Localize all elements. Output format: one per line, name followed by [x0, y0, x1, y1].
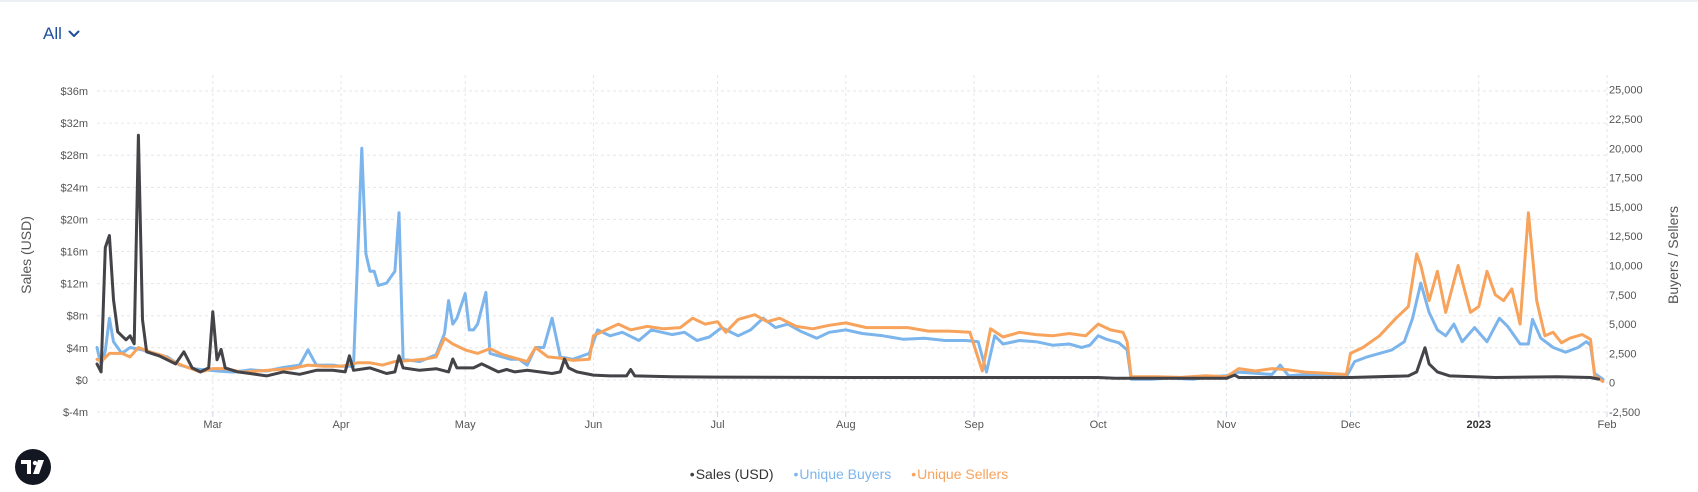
- y2-tick-label: 10,000: [1609, 260, 1643, 272]
- legend-item[interactable]: • Unique Sellers: [911, 466, 1008, 482]
- y-tick-label: $24m: [60, 182, 88, 194]
- x-tick-label: Mar: [203, 419, 222, 431]
- x-tick-label: May: [455, 419, 476, 431]
- series-line-unique-sellers: [95, 211, 1605, 383]
- filter-label: All: [43, 24, 62, 43]
- legend-bullet-icon: •: [689, 466, 695, 482]
- x-tick-label: Dec: [1341, 419, 1361, 431]
- legend-bullet-icon: •: [793, 466, 799, 482]
- series-line-unique-buyers: [95, 146, 1605, 381]
- x-tick-label: Aug: [836, 419, 856, 431]
- legend-item[interactable]: • Unique Buyers: [794, 466, 892, 482]
- y-tick-label: $-4m: [63, 407, 88, 419]
- y2-tick-label: 25,000: [1609, 85, 1643, 97]
- y2-tick-label: 0: [1609, 378, 1615, 390]
- y-tick-label: $4m: [67, 343, 88, 355]
- chevron-down-icon: [68, 30, 80, 37]
- x-tick-label: Oct: [1090, 419, 1107, 431]
- legend-label: Unique Sellers: [917, 466, 1009, 482]
- y-tick-label: $32m: [60, 118, 88, 130]
- y2-tick-label: 20,000: [1609, 143, 1643, 155]
- y2-tick-label: 2,500: [1609, 348, 1637, 360]
- x-tick-label: Feb: [1598, 419, 1617, 431]
- y-tick-label: $20m: [60, 214, 88, 226]
- x-tick-label: Apr: [333, 419, 350, 431]
- legend-bullet-icon: •: [911, 466, 917, 482]
- y2-tick-label: 7,500: [1609, 290, 1637, 302]
- chart-legend: • Sales (USD) • Unique Buyers • Unique Seller…: [0, 466, 1698, 482]
- y2-tick-label: -2,500: [1609, 407, 1640, 419]
- y-tick-label: $8m: [67, 311, 88, 323]
- x-tick-label: Jul: [711, 419, 725, 431]
- y2-tick-label: 17,500: [1609, 173, 1643, 185]
- top-border: [0, 0, 1698, 2]
- y-tick-label: $16m: [60, 247, 88, 259]
- tradingview-logo[interactable]: [15, 449, 51, 485]
- y-tick-label: $0: [76, 375, 88, 387]
- y2-tick-label: 5,000: [1609, 319, 1637, 331]
- tradingview-icon: [21, 460, 44, 474]
- y2-tick-label: 15,000: [1609, 202, 1643, 214]
- x-tick-label: Nov: [1217, 419, 1237, 431]
- y2-axis-title: Buyers / Sellers: [1665, 206, 1681, 304]
- y-tick-label: $12m: [60, 279, 88, 291]
- legend-label: Unique Buyers: [799, 466, 892, 482]
- series-line-sales-usd: [95, 133, 1601, 381]
- y-tick-label: $28m: [60, 150, 88, 162]
- legend-item[interactable]: • Sales (USD): [690, 466, 774, 482]
- y-tick-label: $36m: [60, 86, 88, 98]
- legend-label: Sales (USD): [695, 466, 774, 482]
- y-axis-title: Sales (USD): [18, 216, 34, 294]
- x-tick-label: Sep: [964, 419, 984, 431]
- x-tick-label: 2023: [1467, 419, 1491, 431]
- y2-tick-label: 22,500: [1609, 114, 1643, 126]
- y2-tick-label: 12,500: [1609, 231, 1643, 243]
- x-tick-label: Jun: [585, 419, 603, 431]
- filter-dropdown[interactable]: All: [43, 24, 80, 44]
